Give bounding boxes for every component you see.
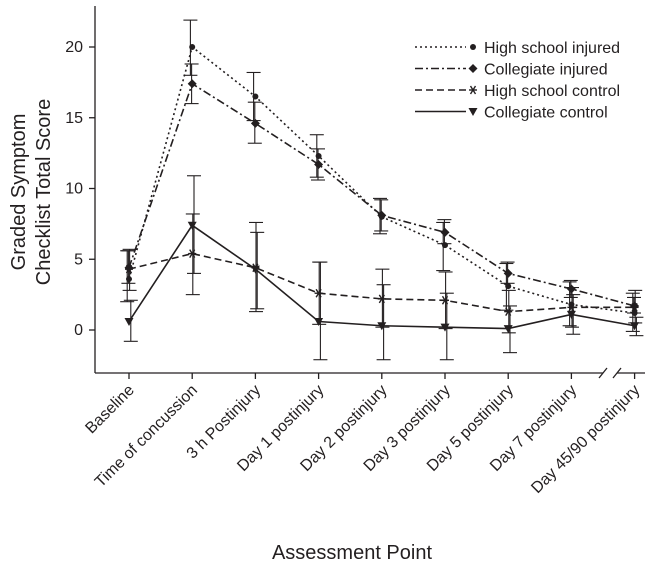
axis-break-mark-2 (612, 367, 622, 379)
triangle-down-marker (124, 318, 134, 327)
axis-break-mark-1 (598, 367, 608, 379)
triangle-down-marker (440, 323, 450, 332)
asterisk-stroke (469, 85, 477, 95)
asterisk-marker (314, 288, 323, 298)
circle-marker (126, 276, 132, 283)
series-line (128, 252, 635, 313)
y-tick-label: 10 (65, 181, 83, 198)
asterisk-marker (469, 85, 477, 95)
legend-label: Collegiate control (484, 105, 608, 122)
asterisk-marker (377, 294, 386, 304)
circle-marker (189, 44, 196, 50)
diamond-marker (630, 301, 640, 311)
x-axis-label: Assessment Point (272, 542, 433, 564)
diamond-marker (314, 159, 324, 169)
y-tick-label: 5 (74, 251, 83, 268)
triangle-down-marker (187, 221, 197, 230)
error-bar (376, 284, 391, 361)
error-bar (120, 250, 135, 303)
triangle-down-marker (250, 265, 260, 274)
triangle-down-marker (630, 322, 640, 331)
circle-marker (252, 93, 259, 100)
axes (94, 6, 645, 379)
triangle-down-marker (314, 318, 324, 327)
legend-label: High school control (484, 83, 620, 100)
series-collegiate-control (123, 175, 644, 361)
asterisk-stroke (125, 264, 133, 274)
circle-marker (315, 152, 322, 159)
legend-label: Collegiate injured (484, 62, 608, 79)
diamond-marker (566, 284, 576, 294)
diamond-marker (377, 210, 387, 220)
y-tick-label: 15 (65, 110, 83, 127)
asterisk-marker (125, 264, 133, 274)
legend-label: High school injured (484, 40, 620, 57)
y-axis-label-line-2: Checklist Total Score (33, 99, 55, 285)
diamond-marker (187, 79, 197, 89)
triangle-down-marker (468, 108, 478, 116)
diamond-marker (440, 227, 450, 237)
triangle-down-marker (377, 322, 387, 331)
series-line (128, 224, 635, 330)
y-tick-label: 0 (74, 322, 83, 339)
asterisk-marker (504, 307, 513, 316)
error-bar (313, 261, 328, 361)
diamond-marker (250, 118, 260, 128)
x-tick-label: Baseline (82, 382, 137, 437)
circle-marker (470, 44, 476, 50)
y-tick-label: 20 (65, 39, 83, 56)
series-line (128, 82, 635, 307)
asterisk-marker (441, 295, 449, 305)
asterisk-marker (188, 249, 197, 258)
series-collegiate-injured (121, 63, 641, 314)
diamond-marker (503, 268, 513, 278)
y-axis-label-line-1: Graded Symptom (8, 114, 30, 271)
circle-marker (442, 242, 448, 249)
asterisk-stroke (631, 302, 638, 312)
legend: High school injured Collegiate injured Hig… (415, 40, 620, 122)
triangle-down-marker (566, 310, 576, 319)
asterisk-marker (630, 302, 639, 312)
triangle-down-marker (503, 325, 513, 334)
series-layer (120, 19, 644, 361)
circle-marker (505, 283, 512, 290)
y-axis-ticks: 0 5 10 15 20 (65, 39, 95, 339)
x-tick-label: Day 45/90 postinjury (528, 382, 643, 497)
diamond-marker (468, 64, 478, 73)
